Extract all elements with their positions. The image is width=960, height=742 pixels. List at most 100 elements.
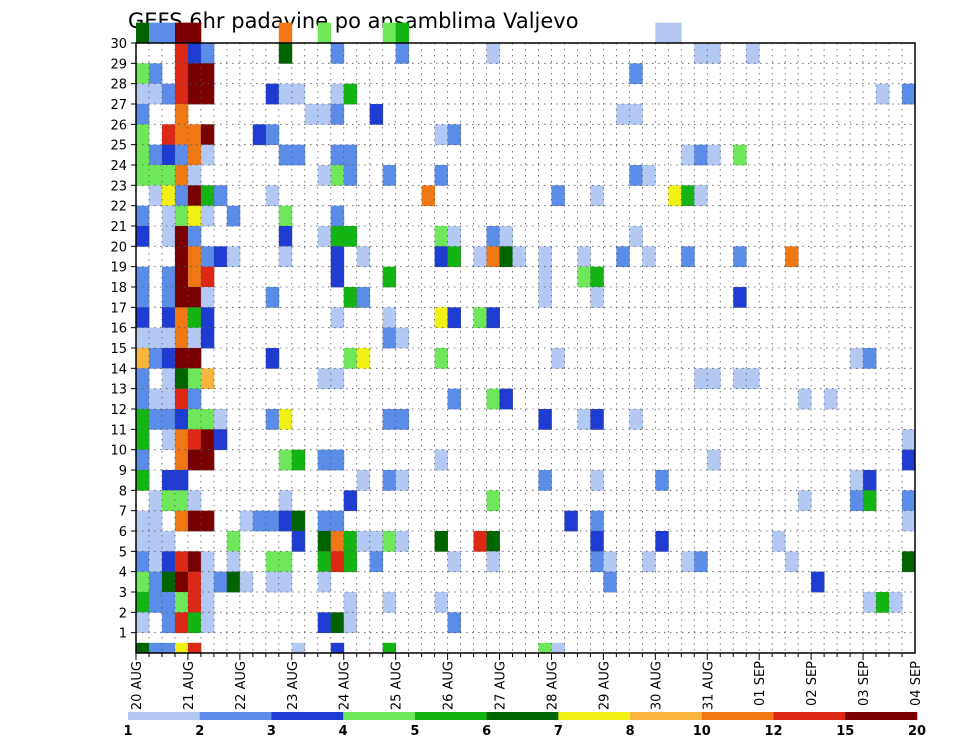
heatmap-cell	[590, 510, 604, 532]
heatmap-cell	[161, 642, 176, 654]
heatmap-cell	[187, 266, 202, 288]
heatmap-cell	[668, 22, 682, 44]
heatmap-cell	[200, 287, 215, 308]
heatmap-cell	[356, 246, 371, 268]
heatmap-cell	[161, 490, 176, 512]
heatmap-cell	[265, 348, 280, 369]
y-tick-label: 25	[110, 139, 127, 154]
heatmap-cell	[148, 510, 163, 532]
heatmap-cell	[447, 551, 461, 573]
heatmap-cell	[174, 409, 189, 430]
heatmap-cell	[603, 571, 617, 593]
heatmap-cell	[486, 388, 500, 410]
x-tick-label: 02 SEP	[805, 661, 820, 706]
heatmap-cell	[330, 551, 345, 573]
x-tick-label: 26 AUG	[442, 661, 457, 710]
heatmap-cell	[187, 63, 202, 85]
x-tick-label: 25 AUG	[390, 661, 405, 710]
heatmap-cell	[330, 510, 345, 532]
heatmap-cell	[174, 327, 189, 349]
heatmap-cell	[668, 185, 682, 207]
heatmap-cell	[486, 307, 500, 329]
heatmap-cell	[785, 551, 799, 573]
heatmap-cell	[642, 551, 656, 573]
heatmap-cell	[136, 642, 150, 654]
heatmap-cell	[317, 226, 332, 247]
heatmap-cell	[421, 185, 436, 207]
heatmap-cell	[174, 165, 189, 186]
y-tick-label: 21	[110, 220, 127, 235]
heatmap-cell	[265, 551, 280, 573]
heatmap-cell	[330, 449, 345, 471]
heatmap-cell	[343, 165, 358, 186]
heatmap-cell	[590, 551, 604, 573]
y-tick-label: 16	[110, 322, 127, 337]
heatmap-cell	[733, 368, 747, 390]
heatmap-cell	[590, 470, 604, 491]
heatmap-cell	[590, 531, 604, 552]
heatmap-cell	[434, 531, 448, 552]
heatmap-cell	[136, 104, 150, 125]
heatmap-cell	[148, 348, 163, 369]
x-tick-label: 23 AUG	[286, 661, 301, 710]
heatmap-cell	[187, 642, 202, 654]
heatmap-cell	[434, 165, 448, 186]
y-tick-label: 26	[110, 118, 127, 133]
heatmap-cell	[382, 531, 397, 552]
heatmap-cell	[382, 266, 397, 288]
x-tick-label: 29 AUG	[597, 661, 612, 710]
heatmap-cell	[486, 226, 500, 247]
heatmap-cell	[681, 185, 695, 207]
legend-label: 2	[195, 724, 204, 739]
heatmap-cell	[187, 571, 202, 593]
heatmap-cell	[213, 185, 228, 207]
heatmap-cell	[694, 368, 708, 390]
heatmap-cell	[148, 531, 163, 552]
heatmap-cell	[382, 327, 397, 349]
heatmap-cell	[291, 642, 306, 654]
heatmap-cell	[590, 185, 604, 207]
x-tick-label: 27 AUG	[494, 661, 509, 710]
heatmap-cell	[136, 449, 150, 471]
heatmap-cell	[447, 612, 461, 634]
heatmap-cell	[187, 83, 202, 105]
heatmap-cell	[655, 531, 669, 552]
heatmap-cell	[486, 43, 500, 64]
heatmap-cell	[174, 307, 189, 329]
heatmap-cell	[382, 165, 397, 186]
heatmap-cell	[902, 551, 916, 573]
heatmap-cell	[278, 571, 293, 593]
heatmap-cell	[174, 287, 189, 308]
heatmap-cell	[317, 551, 332, 573]
heatmap-cell	[187, 612, 202, 634]
heatmap-cell	[200, 266, 215, 288]
heatmap-cell	[655, 470, 669, 491]
heatmap-cell	[278, 226, 293, 247]
heatmap-cell	[161, 307, 176, 329]
heatmap-cell	[148, 409, 163, 430]
heatmap-cell	[136, 266, 150, 288]
heatmap-cell	[434, 124, 448, 146]
heatmap-cell	[629, 409, 643, 430]
heatmap-cell	[136, 144, 150, 166]
heatmap-cell	[343, 490, 358, 512]
heatmap-cell	[187, 205, 202, 227]
heatmap-cell	[278, 43, 293, 64]
heatmap-cell	[772, 531, 786, 552]
legend-swatch	[630, 712, 703, 720]
heatmap-cell	[174, 470, 189, 491]
heatmap-cell	[174, 104, 189, 125]
heatmap-cell	[136, 429, 150, 451]
heatmap-cell	[161, 124, 176, 146]
heatmap-cell	[330, 642, 345, 654]
heatmap-cell	[616, 104, 630, 125]
heatmap-cell	[577, 246, 591, 268]
heatmap-cell	[330, 226, 345, 247]
y-tick-label: 15	[110, 342, 127, 357]
heatmap-cell	[343, 287, 358, 308]
legend-swatch	[414, 712, 487, 720]
heatmap-cell	[187, 43, 202, 64]
chart-title: GEFS 6hr padavine po ansamblima Valjevo	[128, 9, 579, 33]
heatmap-cell	[434, 348, 448, 369]
heatmap-cell	[148, 185, 163, 207]
